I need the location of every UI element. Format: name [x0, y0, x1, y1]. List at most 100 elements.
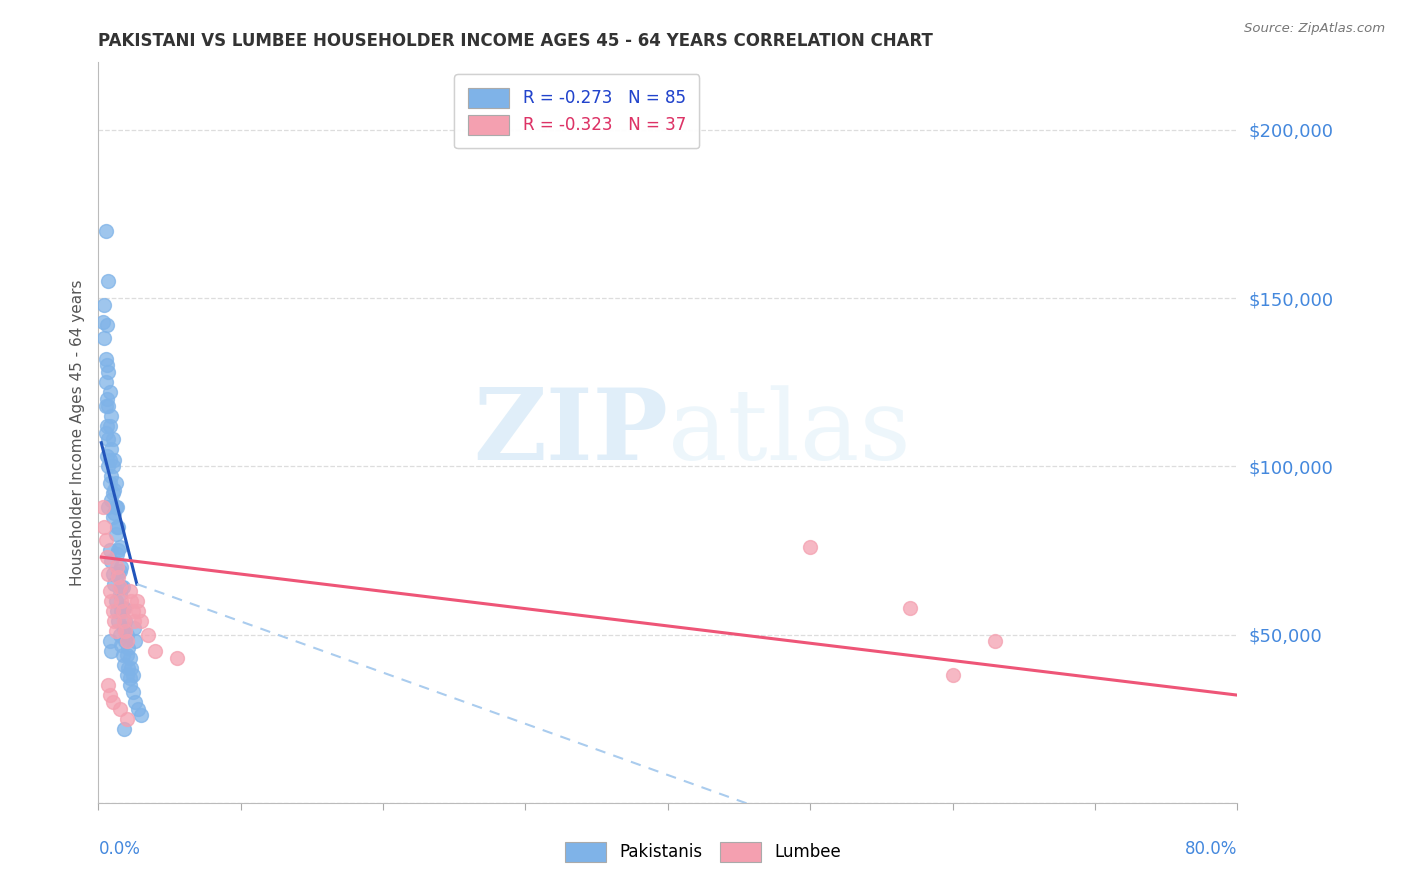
Point: [112, 621, 135, 635]
Point: [114, 634, 136, 648]
Point: [110, 581, 132, 595]
Point: [110, 594, 132, 608]
Point: [104, 500, 127, 514]
Point: [101, 509, 124, 524]
Point: [118, 671, 141, 685]
Point: [111, 648, 134, 662]
Point: [98, 385, 121, 400]
Point: [122, 621, 145, 635]
Point: [94, 533, 117, 548]
Point: [120, 661, 142, 675]
Point: [103, 577, 125, 591]
Point: [96, 318, 118, 332]
Point: [108, 701, 131, 715]
Point: [111, 604, 134, 618]
Point: [115, 712, 138, 726]
Text: Source: ZipAtlas.com: Source: ZipAtlas.com: [1244, 22, 1385, 36]
Point: [98, 688, 121, 702]
Point: [121, 668, 143, 682]
Point: [110, 560, 132, 574]
Point: [101, 604, 124, 618]
Point: [96, 359, 118, 373]
Point: [96, 550, 118, 565]
Point: [107, 520, 129, 534]
Point: [93, 520, 115, 534]
Point: [118, 651, 141, 665]
Point: [100, 469, 122, 483]
Point: [94, 375, 117, 389]
Point: [100, 442, 122, 457]
Text: 80.0%: 80.0%: [1185, 840, 1237, 858]
Point: [129, 708, 152, 723]
Point: [115, 634, 138, 648]
Point: [94, 351, 117, 366]
Point: [121, 685, 143, 699]
Point: [122, 614, 145, 628]
Point: [94, 399, 117, 413]
Legend: R = -0.273   N = 85, R = -0.323   N = 37: R = -0.273 N = 85, R = -0.323 N = 37: [454, 74, 699, 148]
Point: [98, 583, 121, 598]
Point: [105, 500, 128, 514]
Point: [112, 722, 135, 736]
Point: [115, 668, 138, 682]
Point: [98, 418, 121, 433]
Point: [97, 365, 120, 379]
Point: [115, 648, 138, 662]
Point: [98, 543, 121, 558]
Text: PAKISTANI VS LUMBEE HOUSEHOLDER INCOME AGES 45 - 64 YEARS CORRELATION CHART: PAKISTANI VS LUMBEE HOUSEHOLDER INCOME A…: [98, 32, 934, 50]
Point: [91, 314, 114, 328]
Point: [97, 399, 120, 413]
Point: [97, 274, 120, 288]
Point: [101, 566, 124, 581]
Point: [127, 604, 149, 618]
Point: [114, 614, 136, 628]
Point: [97, 566, 120, 581]
Point: [105, 560, 128, 574]
Point: [96, 392, 118, 406]
Point: [115, 627, 138, 641]
Point: [114, 624, 136, 639]
Point: [120, 594, 142, 608]
Point: [117, 640, 139, 655]
Point: [108, 627, 131, 641]
Point: [94, 224, 117, 238]
Point: [93, 298, 115, 312]
Point: [100, 594, 122, 608]
Point: [104, 476, 127, 491]
Point: [118, 583, 141, 598]
Legend: Pakistanis, Lumbee: Pakistanis, Lumbee: [557, 833, 849, 871]
Text: ZIP: ZIP: [472, 384, 668, 481]
Point: [112, 600, 135, 615]
Point: [105, 604, 128, 618]
Point: [103, 614, 125, 628]
Point: [101, 433, 124, 447]
Point: [103, 452, 125, 467]
Point: [108, 587, 131, 601]
Point: [104, 624, 127, 639]
Point: [96, 449, 118, 463]
Point: [104, 594, 127, 608]
Point: [124, 695, 146, 709]
Point: [117, 661, 139, 675]
Point: [103, 483, 125, 497]
Point: [100, 644, 122, 658]
Point: [984, 634, 1007, 648]
Point: [145, 644, 167, 658]
Point: [105, 520, 128, 534]
Point: [93, 331, 115, 345]
Point: [105, 547, 128, 561]
Point: [100, 553, 122, 567]
Point: [111, 600, 134, 615]
Point: [118, 678, 141, 692]
Point: [107, 566, 129, 581]
Point: [898, 600, 921, 615]
Point: [112, 657, 135, 672]
Y-axis label: Householder Income Ages 45 - 64 years: Householder Income Ages 45 - 64 years: [69, 279, 84, 586]
Point: [100, 492, 122, 507]
Point: [108, 581, 131, 595]
Point: [107, 614, 129, 628]
Point: [100, 409, 122, 423]
Point: [125, 594, 148, 608]
Point: [127, 701, 149, 715]
Point: [107, 570, 129, 584]
